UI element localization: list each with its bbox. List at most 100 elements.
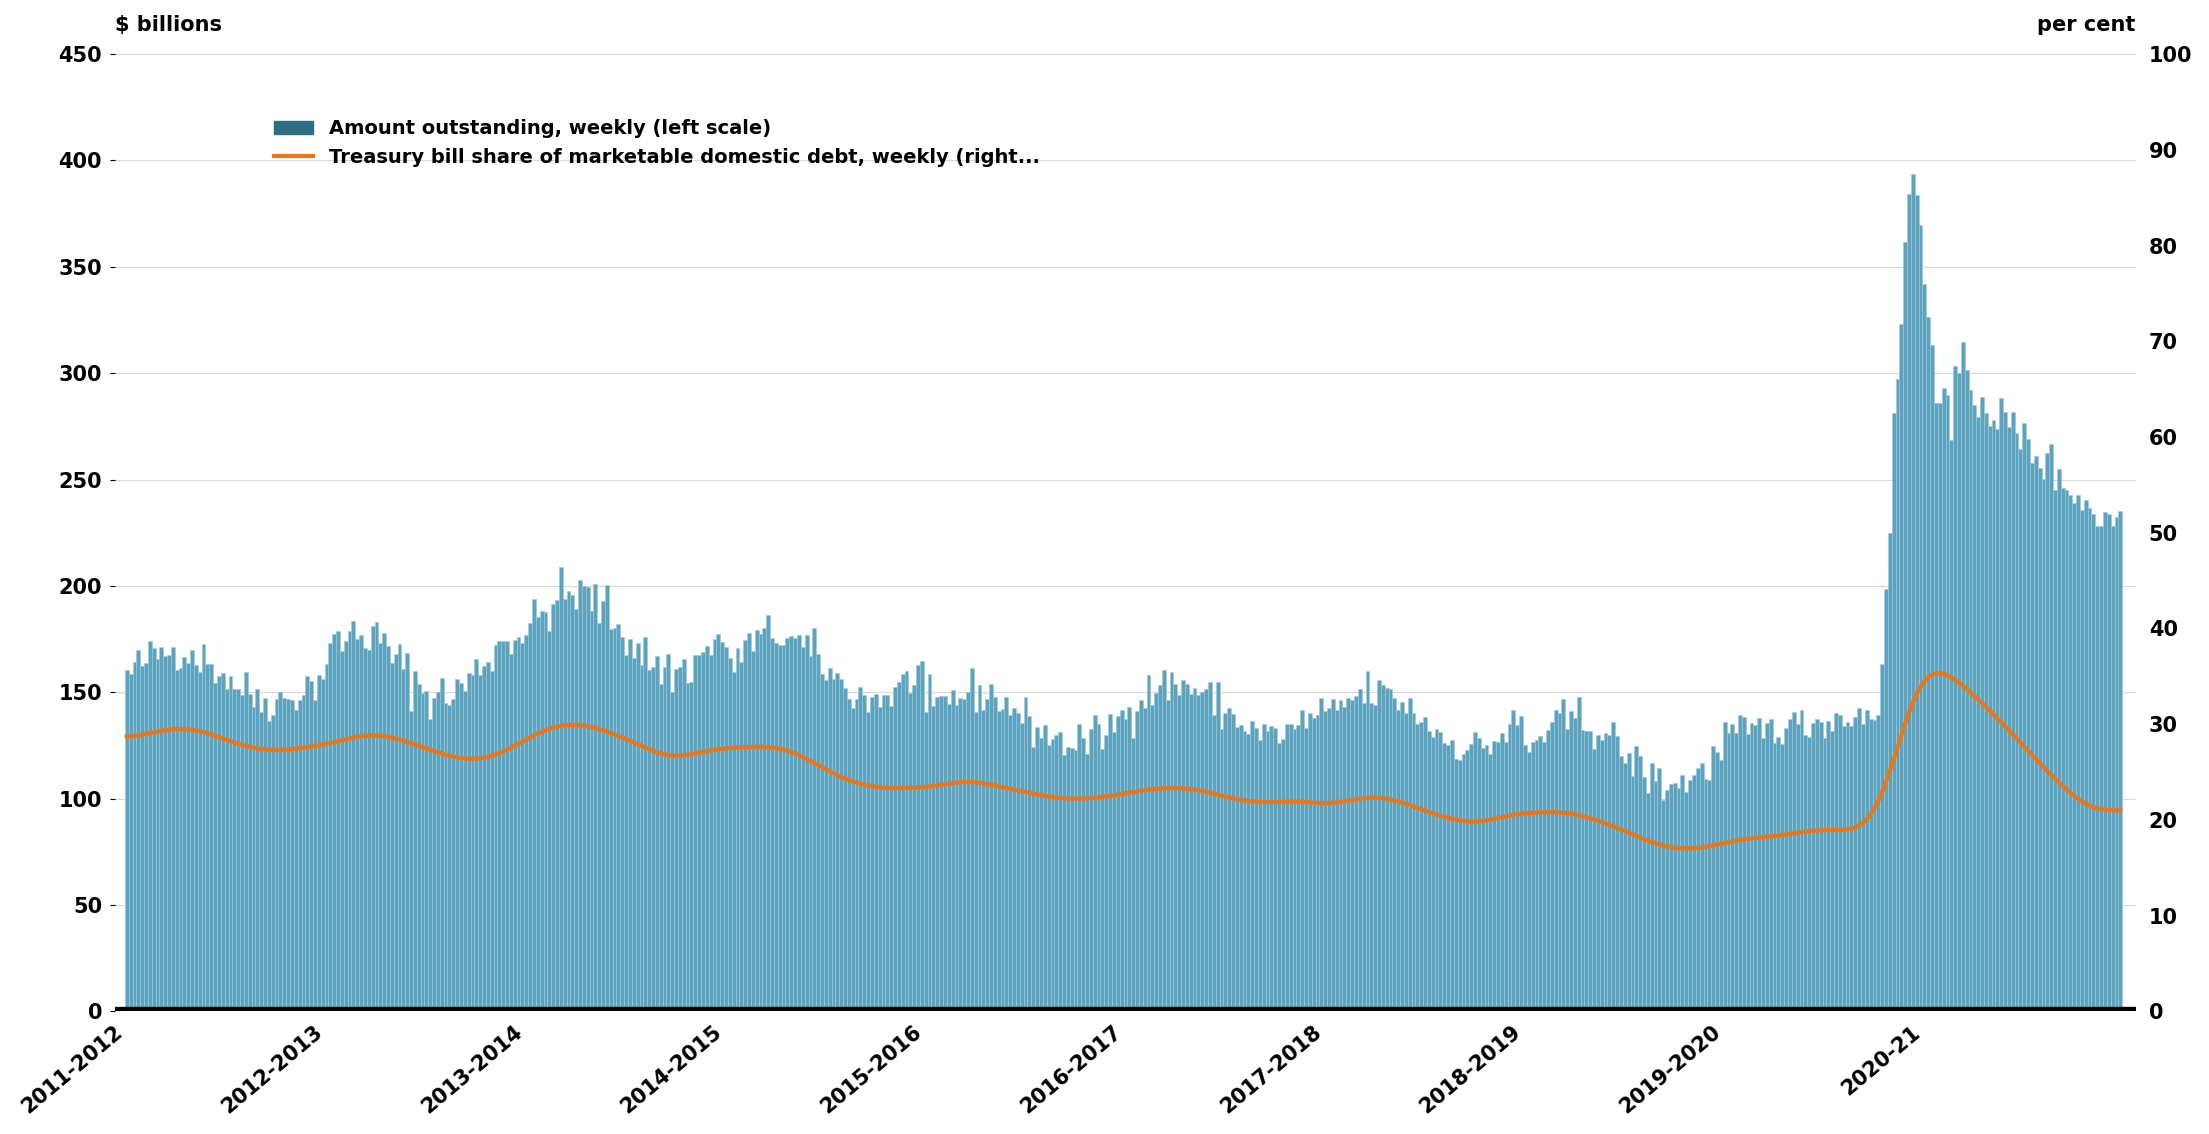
Bar: [1484, 745, 1489, 1012]
Bar: [890, 705, 892, 1012]
Bar: [667, 654, 669, 1012]
Bar: [1942, 388, 1946, 1012]
Bar: [1093, 714, 1096, 1012]
Bar: [1434, 729, 1438, 1012]
Bar: [720, 642, 725, 1012]
Bar: [990, 684, 992, 1012]
Bar: [1780, 744, 1785, 1012]
Bar: [1504, 742, 1507, 1012]
Bar: [1842, 726, 1847, 1012]
Bar: [1166, 700, 1169, 1012]
Bar: [1973, 405, 1977, 1012]
Bar: [963, 699, 965, 1012]
Bar: [636, 643, 641, 1012]
Bar: [1177, 694, 1182, 1012]
Bar: [1493, 742, 1495, 1012]
Bar: [1639, 756, 1641, 1012]
Bar: [1593, 748, 1595, 1012]
Bar: [1250, 721, 1255, 1012]
Bar: [320, 679, 325, 1012]
Bar: [1708, 780, 1712, 1012]
Bar: [1761, 737, 1765, 1012]
Bar: [199, 672, 201, 1012]
Bar: [331, 634, 336, 1012]
Bar: [1889, 533, 1891, 1012]
Bar: [1880, 665, 1884, 1012]
Bar: [1140, 700, 1142, 1012]
Bar: [170, 648, 175, 1012]
Bar: [221, 672, 225, 1012]
Bar: [1677, 788, 1681, 1012]
Bar: [1604, 734, 1608, 1012]
Bar: [1537, 736, 1542, 1012]
Bar: [1860, 723, 1864, 1012]
Bar: [1699, 763, 1703, 1012]
Bar: [1904, 242, 1906, 1012]
Bar: [267, 721, 272, 1012]
Bar: [835, 672, 839, 1012]
Bar: [2092, 514, 2096, 1012]
Bar: [1791, 712, 1796, 1012]
Bar: [934, 696, 939, 1012]
Bar: [1054, 735, 1058, 1012]
Bar: [1584, 731, 1588, 1012]
Bar: [700, 652, 705, 1012]
Bar: [689, 682, 694, 1012]
Bar: [1104, 735, 1109, 1012]
Bar: [314, 701, 316, 1012]
Bar: [1864, 710, 1869, 1012]
Bar: [137, 650, 139, 1012]
Bar: [1043, 725, 1047, 1012]
Bar: [1323, 711, 1328, 1012]
Bar: [1001, 710, 1005, 1012]
Bar: [1120, 710, 1124, 1012]
Text: $ billions: $ billions: [115, 15, 223, 35]
Bar: [1074, 751, 1078, 1012]
Bar: [839, 678, 844, 1012]
Bar: [1370, 703, 1374, 1012]
Bar: [919, 661, 923, 1012]
Bar: [2004, 412, 2008, 1012]
Bar: [1155, 693, 1158, 1012]
Bar: [404, 653, 409, 1012]
Bar: [758, 634, 762, 1012]
Bar: [418, 685, 420, 1012]
Bar: [1292, 729, 1297, 1012]
Bar: [148, 642, 152, 1012]
Bar: [714, 640, 716, 1012]
Bar: [2052, 490, 2057, 1012]
Bar: [1204, 688, 1208, 1012]
Bar: [1465, 750, 1469, 1012]
Bar: [497, 641, 501, 1012]
Bar: [1650, 763, 1655, 1012]
Bar: [866, 711, 870, 1012]
Bar: [548, 632, 552, 1012]
Bar: [228, 676, 232, 1012]
Bar: [340, 651, 345, 1012]
Bar: [398, 644, 402, 1012]
Bar: [216, 676, 221, 1012]
Bar: [524, 635, 528, 1012]
Bar: [539, 611, 543, 1012]
Bar: [1816, 719, 1818, 1012]
Bar: [1230, 714, 1235, 1012]
Bar: [1688, 780, 1692, 1012]
Bar: [1953, 366, 1957, 1012]
Bar: [917, 666, 919, 1012]
Bar: [552, 604, 554, 1012]
Bar: [1286, 725, 1288, 1012]
Bar: [1847, 721, 1849, 1012]
Bar: [1922, 285, 1926, 1012]
Bar: [347, 631, 351, 1012]
Bar: [362, 648, 367, 1012]
Bar: [1895, 379, 1900, 1012]
Bar: [1158, 685, 1162, 1012]
Bar: [1568, 711, 1573, 1012]
Bar: [287, 700, 289, 1012]
Bar: [2015, 433, 2019, 1012]
Bar: [1449, 739, 1454, 1012]
Bar: [1131, 737, 1135, 1012]
Bar: [859, 687, 862, 1012]
Bar: [574, 609, 579, 1012]
Bar: [387, 645, 389, 1012]
